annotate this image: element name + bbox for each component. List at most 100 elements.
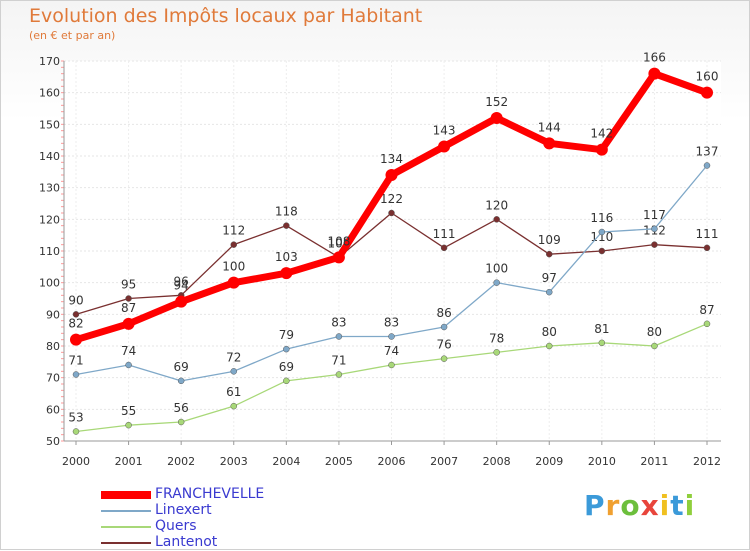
data-label: 112 (222, 224, 245, 238)
data-label: 94 (174, 279, 189, 293)
data-label: 110 (590, 230, 613, 244)
data-point (651, 225, 658, 233)
data-label: 116 (590, 211, 613, 225)
chart-title: Evolution des Impôts locaux par Habitant (29, 5, 423, 27)
y-tick-label: 160 (39, 87, 60, 100)
data-label: 71 (68, 354, 83, 368)
x-tick-label: 2004 (272, 455, 300, 468)
data-point (598, 228, 606, 236)
data-label: 111 (696, 227, 719, 241)
data-label: 117 (643, 208, 666, 222)
data-point (701, 86, 713, 99)
data-point (72, 311, 80, 318)
data-label: 79 (279, 328, 294, 342)
legend-label: FRANCHEVELLE (155, 486, 265, 502)
y-tick-label: 90 (46, 308, 60, 321)
y-tick-label: 50 (46, 435, 60, 448)
data-label: 53 (68, 411, 83, 425)
data-label: 120 (485, 198, 508, 212)
data-point (125, 361, 132, 369)
data-point (651, 342, 658, 350)
legend-swatch (101, 491, 151, 499)
data-label: 74 (121, 344, 136, 358)
data-point (595, 143, 608, 156)
legend-label: Linexert (155, 502, 212, 518)
data-label: 72 (226, 350, 241, 364)
y-tick-label: 60 (46, 403, 60, 416)
data-point (175, 295, 188, 308)
data-label: 96 (174, 274, 189, 288)
data-point (651, 241, 658, 248)
data-point (490, 112, 503, 124)
data-point (385, 169, 398, 181)
data-point (388, 209, 395, 217)
y-tick-label: 120 (39, 213, 60, 226)
data-point (335, 371, 343, 378)
x-tick-label: 2011 (640, 455, 668, 468)
x-tick-label: 2006 (378, 455, 406, 468)
data-point (280, 267, 293, 280)
data-label: 82 (68, 317, 83, 331)
data-label: 95 (121, 278, 136, 292)
data-point (440, 355, 448, 362)
data-label: 83 (384, 316, 399, 330)
legend-swatch (101, 542, 151, 544)
data-label: 90 (68, 293, 83, 307)
chart-subtitle: (en € et par an) (29, 29, 116, 42)
data-point (122, 317, 135, 330)
data-point (72, 428, 80, 435)
data-point (283, 222, 290, 229)
data-point (72, 371, 80, 378)
data-label: 78 (489, 331, 504, 345)
data-label: 109 (538, 233, 561, 247)
data-point (703, 244, 711, 252)
data-label: 69 (174, 360, 189, 374)
legend-label: Quers (155, 518, 197, 534)
data-label: 100 (222, 260, 245, 274)
x-tick-label: 2000 (62, 455, 90, 468)
y-tick-label: 130 (39, 182, 60, 195)
x-tick-label: 2008 (483, 455, 511, 468)
data-label: 80 (542, 325, 557, 339)
data-label: 111 (433, 227, 456, 241)
y-tick-label: 80 (46, 340, 60, 353)
y-tick-label: 70 (46, 372, 60, 385)
data-point (703, 320, 711, 328)
data-point (283, 345, 290, 353)
data-label: 152 (485, 95, 508, 109)
data-point (230, 402, 237, 410)
data-label: 83 (331, 316, 346, 330)
data-label: 118 (275, 205, 298, 219)
data-point (227, 276, 240, 289)
data-label: 134 (380, 152, 403, 166)
data-point (70, 333, 82, 346)
data-point (440, 244, 448, 252)
data-point (332, 251, 345, 264)
y-tick-label: 140 (39, 150, 60, 163)
data-point (388, 361, 395, 369)
data-label: 100 (485, 262, 508, 276)
data-label: 55 (121, 404, 136, 418)
data-point (125, 421, 132, 429)
x-tick-label: 2005 (325, 455, 353, 468)
legend-label: Lantenot (155, 534, 218, 550)
data-label: 137 (696, 145, 719, 159)
data-point (177, 418, 185, 426)
data-point (230, 368, 237, 375)
y-tick-label: 100 (39, 277, 60, 290)
data-label: 76 (436, 338, 451, 352)
data-point (493, 216, 500, 223)
data-point (177, 377, 185, 385)
legend-swatch (101, 510, 151, 512)
data-label: 103 (275, 250, 298, 264)
data-point (598, 339, 606, 347)
data-label: 160 (696, 70, 719, 84)
data-label: 56 (174, 401, 189, 415)
x-tick-label: 2002 (167, 455, 195, 468)
data-point (230, 241, 237, 248)
data-label: 81 (594, 322, 609, 336)
legend-swatch (101, 526, 151, 528)
data-label: 87 (699, 303, 714, 317)
x-tick-label: 2001 (115, 455, 143, 468)
